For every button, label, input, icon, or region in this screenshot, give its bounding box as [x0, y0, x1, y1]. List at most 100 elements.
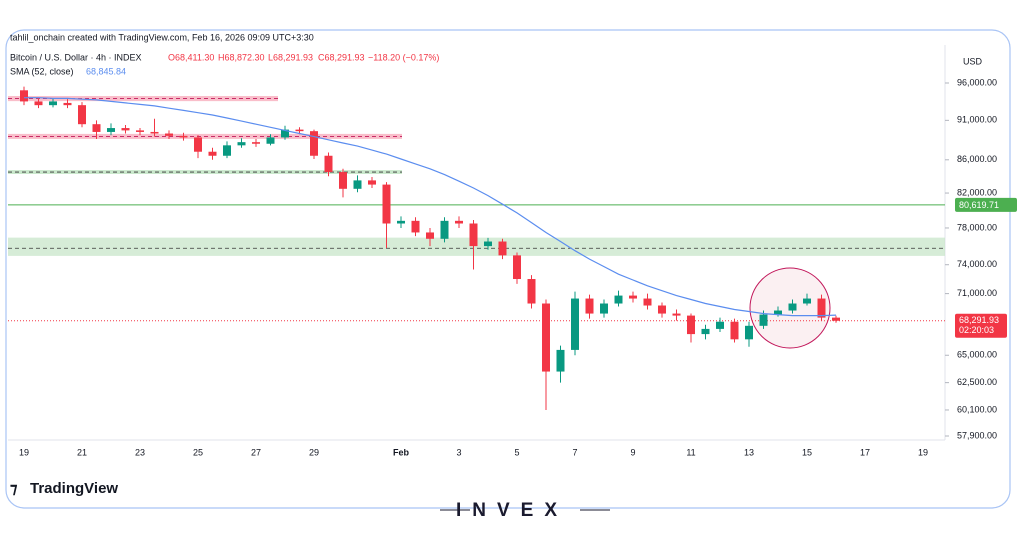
sma-line	[24, 97, 837, 317]
candle-body	[643, 298, 652, 306]
candle-body	[136, 130, 144, 132]
level-tag	[955, 197, 1017, 212]
y-tick-label: 74,000.00	[957, 259, 997, 269]
candle-body	[556, 349, 565, 372]
x-tick-label: Feb	[393, 447, 410, 457]
candle-body	[774, 310, 782, 315]
y-tick-label: 60,100.00	[957, 404, 997, 414]
x-tick-label: 11	[686, 447, 695, 457]
candle-body	[63, 102, 72, 106]
candle-body	[817, 298, 826, 318]
x-tick-label: 21	[77, 447, 87, 457]
sma-label: SMA (52, close)	[10, 66, 74, 76]
candle-body	[34, 101, 43, 106]
countdown: 02:20:03	[959, 325, 994, 335]
sma-value: 68,845.84	[86, 66, 126, 76]
candle-body	[658, 305, 666, 314]
candle-body	[179, 135, 188, 138]
y-tick-label: 62,500.00	[957, 377, 997, 387]
ohlc-change: −118.20 (−0.17%)	[368, 52, 439, 62]
candle-body	[397, 220, 405, 224]
last-price-tag	[955, 313, 1007, 338]
y-tick-label: 65,000.00	[957, 350, 997, 360]
candle-body	[745, 325, 753, 340]
candle-body	[310, 131, 318, 156]
ohlc-open: O68,411.30	[168, 52, 214, 62]
candle-body	[20, 90, 28, 102]
candle-body	[92, 124, 101, 132]
candle-body	[281, 129, 289, 138]
plot	[8, 86, 945, 410]
candle-body	[78, 105, 86, 125]
y-tick-label: 57,900.00	[957, 430, 997, 440]
x-tick-label: 3	[456, 447, 461, 457]
zone	[8, 237, 945, 256]
x-tick-label: 13	[744, 447, 754, 457]
candle-body	[455, 220, 463, 224]
y-tick-label: 71,000.00	[957, 288, 997, 298]
candle-body	[440, 220, 449, 239]
y-tick-label: 96,000.00	[957, 77, 997, 87]
ohlc-high: H68,872.30	[218, 52, 265, 62]
candle-body	[585, 298, 594, 314]
candle-body	[614, 295, 623, 304]
candle-body	[411, 220, 420, 233]
ohlc-low: L68,291.93	[268, 52, 313, 62]
symbol: Bitcoin / U.S. Dollar · 4h · INDEX	[10, 52, 142, 62]
x-tick-label: 15	[802, 447, 812, 457]
candle-body	[353, 180, 362, 189]
candle-body	[759, 314, 768, 326]
x-tick-label: 27	[251, 447, 261, 457]
candle-body	[339, 172, 347, 189]
candle-body	[832, 317, 840, 321]
x-tick-label: 19	[918, 447, 928, 457]
candle-body	[382, 184, 391, 224]
last-price-label: 68,291.93	[959, 315, 999, 325]
x-tick-label: 5	[514, 447, 519, 457]
candle-body	[469, 223, 478, 247]
candle-body	[223, 145, 231, 156]
candle-body	[165, 133, 173, 136]
candle-body	[237, 142, 246, 146]
candle-body	[295, 129, 304, 132]
candle-body	[687, 315, 695, 335]
candle-body	[208, 151, 217, 156]
brand-logo: ⁊	[10, 480, 18, 497]
candle-body	[629, 295, 637, 299]
frame	[5, 29, 1011, 509]
candle-body	[803, 298, 811, 304]
candle-body	[730, 321, 739, 340]
candle-body	[716, 321, 724, 329]
x-tick-label: 25	[193, 447, 203, 457]
x-tick-label: 9	[630, 447, 635, 457]
x-tick-label: 7	[572, 447, 577, 457]
candle-body	[194, 137, 202, 152]
currency: USD	[963, 56, 983, 66]
attribution: tahlil_onchain created with TradingView.…	[10, 32, 314, 42]
candle-body	[150, 131, 159, 134]
candle-body	[121, 128, 130, 131]
candle-body	[571, 298, 579, 350]
candle-body	[701, 328, 710, 335]
x-tick-label: 29	[309, 447, 319, 457]
ohlc-close: C68,291.93	[318, 52, 365, 62]
x-tick-label: 23	[135, 447, 145, 457]
candle-body	[324, 155, 333, 173]
y-tick-label: 86,000.00	[957, 154, 997, 164]
brand: TradingView	[30, 480, 118, 497]
candle-body	[672, 313, 681, 316]
y-tick-label: 82,000.00	[957, 187, 997, 197]
candle-body	[498, 241, 507, 256]
x-tick-label: 17	[860, 447, 870, 457]
y-tick-label: 78,000.00	[957, 222, 997, 232]
candle-body	[542, 303, 550, 372]
candle-body	[107, 128, 115, 132]
candle-body	[252, 142, 260, 144]
watermark: INVEX	[456, 500, 568, 521]
y-tick-label: 91,000.00	[957, 115, 997, 125]
x-tick-label: 19	[19, 447, 29, 457]
candle-body	[600, 303, 608, 314]
candle-body	[788, 303, 797, 311]
candle-body	[49, 101, 57, 106]
